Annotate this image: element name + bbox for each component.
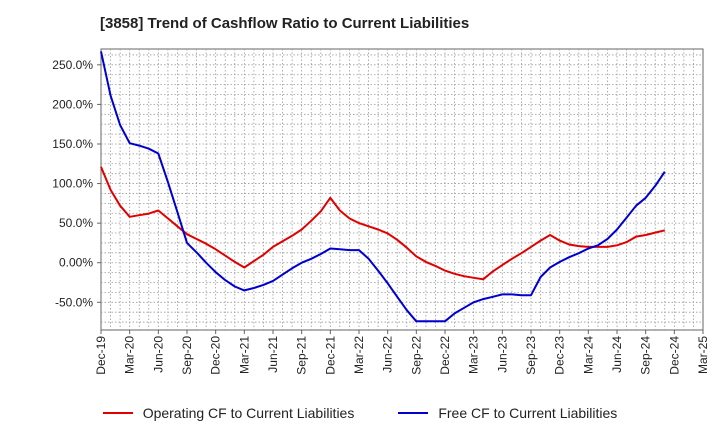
legend-label-free-cf: Free CF to Current Liabilities — [438, 405, 618, 421]
series-line-operating-cf — [100, 166, 666, 281]
x-tick-label: Dec-20 — [209, 336, 223, 375]
x-tick-label: Jun-24 — [610, 336, 624, 373]
x-tick-label: Sep-20 — [180, 336, 194, 375]
x-tick-label: Sep-21 — [295, 336, 309, 375]
y-tick-label: 150.0% — [52, 137, 93, 151]
x-tick-label: Dec-22 — [438, 336, 452, 375]
legend-swatch-free-cf — [398, 412, 429, 414]
x-tick-label: Jun-21 — [266, 336, 280, 373]
y-tick-label: 50.0% — [59, 216, 93, 230]
x-tick-label: Mar-24 — [581, 336, 595, 374]
x-tick-label: Sep-23 — [524, 336, 538, 375]
x-tick-label: Mar-23 — [467, 336, 481, 374]
x-tick-label: Jun-22 — [381, 336, 395, 373]
y-tick-label: 200.0% — [52, 97, 93, 111]
x-tick-label: Dec-23 — [553, 336, 567, 375]
x-tick-label: Mar-20 — [123, 336, 137, 374]
plot-area — [100, 48, 704, 331]
x-tick-label: Sep-22 — [409, 336, 423, 375]
x-tick-label: Jun-20 — [151, 336, 165, 373]
y-tick-label: 250.0% — [52, 58, 93, 72]
x-tick-label: Mar-25 — [696, 336, 710, 374]
x-tick-label: Dec-21 — [323, 336, 337, 375]
legend-item-free-cf: Free CF to Current Liabilities — [398, 405, 617, 421]
legend-label-operating-cf: Operating CF to Current Liabilities — [142, 405, 355, 421]
legend-item-operating-cf: Operating CF to Current Liabilities — [102, 405, 355, 421]
legend: Operating CF to Current Liabilities Free… — [0, 405, 720, 421]
x-tick-label: Mar-21 — [237, 336, 251, 374]
y-tick-label: 100.0% — [52, 177, 93, 191]
legend-swatch-operating-cf — [102, 412, 133, 414]
series-line-free-cf — [100, 51, 666, 323]
x-tick-label: Jun-23 — [495, 336, 509, 373]
x-tick-label: Mar-22 — [352, 336, 366, 374]
chart-title: [3858] Trend of Cashflow Ratio to Curren… — [100, 15, 470, 32]
x-tick-label: Dec-24 — [667, 336, 681, 375]
x-tick-label: Sep-24 — [639, 336, 653, 375]
y-tick-label: -50.0% — [55, 295, 93, 309]
y-tick-label: 0.00% — [59, 256, 93, 270]
x-tick-label: Dec-19 — [94, 336, 108, 375]
